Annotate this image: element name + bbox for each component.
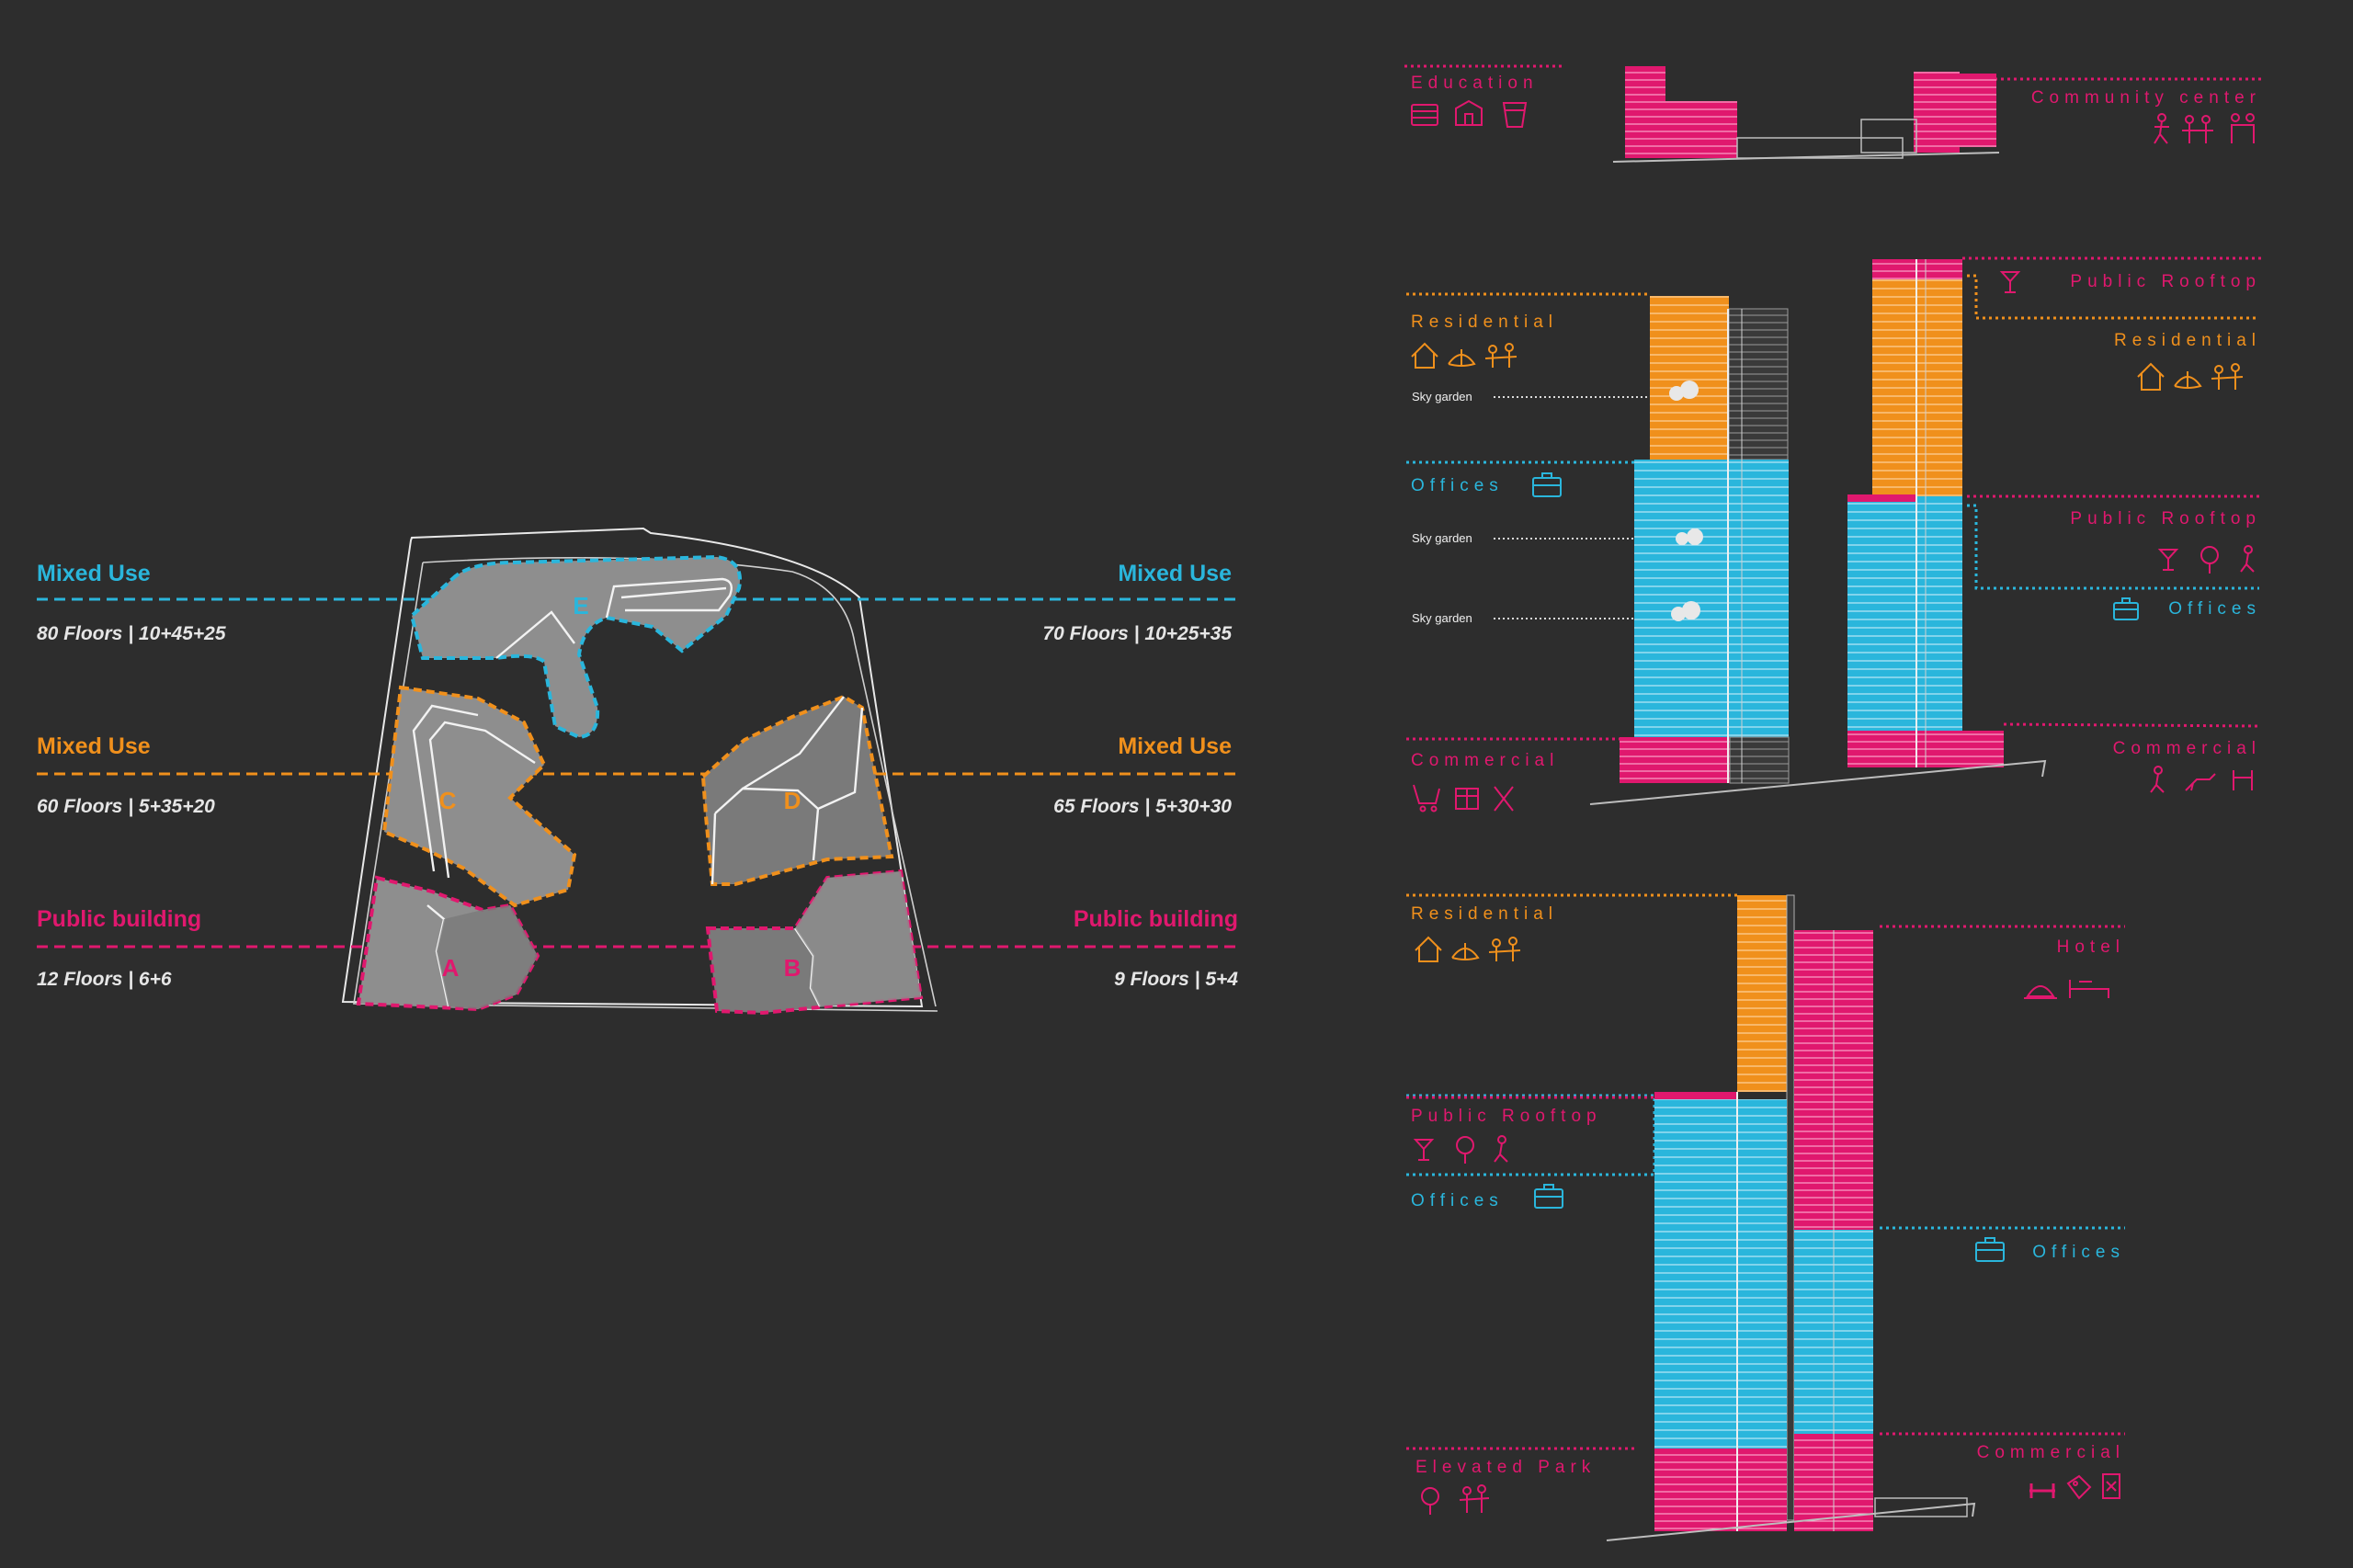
person-icon bbox=[2150, 766, 2165, 793]
bed-icon bbox=[2069, 980, 2109, 998]
family-icon bbox=[1459, 1484, 1490, 1513]
tree-icon bbox=[1421, 1487, 1439, 1515]
briefcase-icon bbox=[1532, 472, 1562, 497]
label-offices-bottom-right: Offices bbox=[2032, 1243, 2125, 1262]
briefcase-icon bbox=[1534, 1184, 1563, 1209]
plot-label-d: D bbox=[784, 787, 801, 814]
zone-floors-d: 65 Floors | 5+30+30 bbox=[1053, 796, 1232, 817]
plot-label-e: E bbox=[573, 592, 588, 619]
program-top bbox=[1404, 64, 2261, 163]
people-icon bbox=[2233, 770, 2253, 790]
plot-label-c: C bbox=[439, 787, 457, 814]
cloche-icon bbox=[2024, 985, 2057, 999]
label-sky-garden-2: Sky garden bbox=[1412, 531, 1472, 545]
house-icon bbox=[2137, 362, 2165, 391]
briefcase-icon bbox=[2113, 597, 2139, 620]
family-icon bbox=[1484, 343, 1518, 368]
plot-e bbox=[409, 554, 742, 740]
label-education: Education bbox=[1411, 74, 1539, 93]
lotus-icon bbox=[2174, 371, 2202, 389]
cutlery-icon bbox=[1494, 786, 1514, 812]
zone-label-e-right: Mixed Use bbox=[1118, 561, 1232, 586]
dumbbell-icon bbox=[2029, 1483, 2055, 1498]
zone-label-a: Public building bbox=[37, 906, 202, 932]
tag-icon bbox=[2066, 1474, 2092, 1500]
tree-icon bbox=[1456, 1136, 1474, 1164]
house-icon bbox=[1411, 342, 1438, 369]
plot-a-darker bbox=[437, 905, 538, 1009]
person-icon bbox=[1494, 1135, 1508, 1163]
plot-b-lighter bbox=[795, 871, 921, 1006]
label-residential-mid-left: Residential bbox=[1411, 312, 1558, 332]
education-tower bbox=[1625, 66, 1665, 158]
education-wing bbox=[1665, 101, 1737, 158]
label-hotel: Hotel bbox=[2056, 937, 2125, 957]
tower-70-floors bbox=[1847, 259, 2004, 767]
family-icon bbox=[1488, 937, 1521, 961]
label-community-center: Community center bbox=[2030, 88, 2261, 108]
zone-floors-e-right: 70 Floors | 10+25+35 bbox=[1042, 623, 1232, 644]
cup-icon bbox=[1502, 102, 1528, 128]
tree-icon bbox=[2200, 546, 2219, 574]
lotus-icon bbox=[1451, 943, 1480, 960]
community-wing bbox=[1960, 74, 1996, 147]
book-icon bbox=[1411, 104, 1438, 126]
program-middle bbox=[1406, 256, 2261, 812]
plot-c bbox=[381, 685, 577, 908]
label-offices-bottom-left: Offices bbox=[1411, 1191, 1504, 1210]
label-residential-bottom: Residential bbox=[1411, 904, 1558, 924]
dog-walk-icon bbox=[2185, 773, 2216, 791]
label-elevated-park: Elevated Park bbox=[1415, 1458, 1597, 1477]
school-icon bbox=[1455, 99, 1483, 126]
cocktail-icon bbox=[2157, 549, 2179, 571]
tower-60-floors bbox=[1654, 894, 1795, 1531]
cocktail-icon bbox=[1413, 1139, 1435, 1161]
zone-floors-c: 60 Floors | 5+35+20 bbox=[37, 796, 215, 817]
zone-label-c: Mixed Use bbox=[37, 733, 151, 759]
label-public-rooftop-mid-2: Public Rooftop bbox=[2070, 509, 2261, 528]
person-icon bbox=[2154, 113, 2169, 144]
family-icon bbox=[2182, 115, 2213, 143]
cocktail-icon bbox=[1999, 271, 2021, 293]
zone-floors-b: 9 Floors | 5+4 bbox=[1114, 969, 1238, 990]
site-boundary bbox=[341, 527, 924, 1008]
zone-label-d: Mixed Use bbox=[1118, 733, 1232, 759]
site-plan: E C D A B bbox=[37, 527, 1241, 1016]
person-icon bbox=[2240, 545, 2255, 573]
lotus-icon bbox=[1448, 349, 1476, 367]
label-offices-mid-right: Offices bbox=[2168, 599, 2261, 619]
family-icon bbox=[2211, 363, 2244, 390]
label-offices-mid-left: Offices bbox=[1411, 476, 1504, 495]
label-public-rooftop-bottom: Public Rooftop bbox=[1411, 1107, 1602, 1126]
plot-label-b: B bbox=[784, 954, 801, 982]
label-commercial-mid-right: Commercial bbox=[2112, 739, 2261, 758]
label-residential-mid-right: Residential bbox=[2114, 331, 2261, 350]
receipt-icon bbox=[2102, 1473, 2120, 1499]
group-icon bbox=[2231, 113, 2255, 143]
program-bottom bbox=[1406, 893, 2125, 1541]
briefcase-icon bbox=[1975, 1237, 2005, 1262]
label-public-rooftop-mid-1: Public Rooftop bbox=[2070, 272, 2261, 291]
cart-icon bbox=[1413, 784, 1440, 812]
community-tower bbox=[1914, 72, 1960, 153]
tower-80-floors bbox=[1620, 296, 1790, 784]
zone-floors-e-left: 80 Floors | 10+45+25 bbox=[37, 623, 226, 644]
label-commercial-mid-left: Commercial bbox=[1411, 751, 1560, 770]
gift-icon bbox=[1455, 788, 1479, 810]
tree-icon bbox=[1669, 381, 1703, 621]
label-sky-garden-3: Sky garden bbox=[1412, 611, 1472, 625]
label-commercial-bottom: Commercial bbox=[1976, 1443, 2125, 1462]
tower-65-floors bbox=[1794, 930, 1873, 1531]
zone-label-b: Public building bbox=[1073, 906, 1238, 932]
house-icon bbox=[1415, 936, 1442, 962]
zone-label-e-left: Mixed Use bbox=[37, 561, 151, 586]
plot-label-a: A bbox=[442, 954, 460, 982]
zone-floors-a: 12 Floors | 6+6 bbox=[37, 969, 172, 990]
label-sky-garden-1: Sky garden bbox=[1412, 390, 1472, 403]
